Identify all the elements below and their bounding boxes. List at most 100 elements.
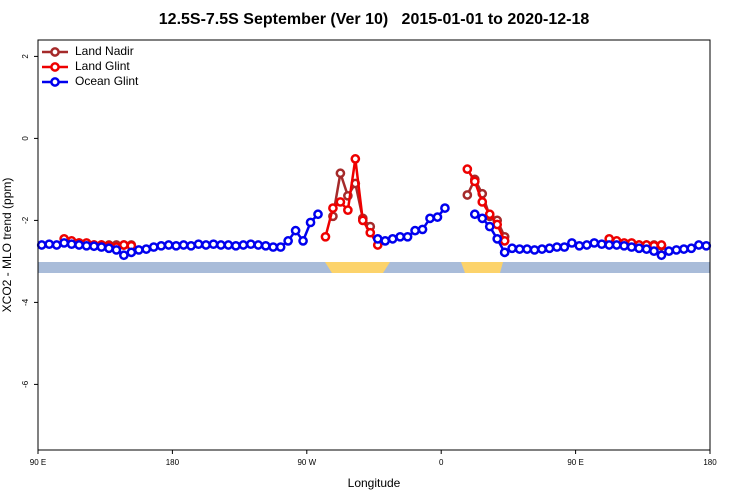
data-point [275,242,286,252]
data-point [313,209,323,220]
data-point [626,242,637,252]
data-point [51,240,62,250]
data-point [260,240,271,251]
data-point [387,234,398,244]
data-point [417,224,428,235]
data-point [514,244,525,254]
legend-label: Ocean Glint [75,74,139,88]
data-point [693,240,704,250]
data-point [641,244,652,254]
legend-marker [50,47,60,57]
data-point [96,242,107,252]
data-point [410,225,420,236]
y-axis-label: XCO2 - MLO trend (ppm) [0,178,14,313]
data-point [395,231,405,242]
data-point [36,240,47,250]
data-point [462,190,473,200]
data-point [81,240,92,251]
data-point [156,240,167,251]
x-tick-label: 180 [166,458,180,467]
legend-label: Land Nadir [75,44,134,58]
data-point [440,203,450,213]
data-point [432,212,443,222]
y-tick-label: -2 [21,216,30,224]
data-point [350,154,361,164]
data-point [686,243,697,254]
data-point [133,245,144,255]
data-point [507,243,517,254]
chart-title: 12.5S-7.5S September (Ver 10) 2015-01-01… [159,11,590,28]
data-point [74,240,84,250]
data-point [611,240,622,250]
data-point [298,236,308,246]
data-point [305,217,316,228]
data-point [141,244,152,254]
data-point [201,240,211,250]
data-point [171,240,181,251]
data-point [328,203,338,213]
data-point [380,236,391,246]
data-point [664,246,674,256]
data-point [529,245,540,255]
data-point [574,240,585,251]
legend-marker [50,62,60,72]
data-point [372,234,383,244]
data-point [111,245,122,255]
data-point [581,240,592,250]
data-point [238,240,249,250]
y-tick-label: -4 [21,298,30,306]
data-point [679,244,689,254]
data-point [335,197,346,207]
data-point [104,243,114,254]
land-mask-land [461,262,503,273]
data-point [477,213,488,224]
x-axis-label: Longitude [348,476,401,490]
data-point [343,205,353,215]
legend-marker [50,77,60,87]
x-tick-label: 90 E [30,458,46,467]
plot-frame [37,39,711,451]
data-point [522,244,532,254]
data-point [66,239,77,250]
data-point [596,239,607,250]
data-point [589,238,600,248]
data-point [283,236,293,246]
data-point [290,225,301,236]
data-point [178,240,189,250]
data-point [335,168,346,179]
data-point [671,245,682,255]
legend-label: Land Glint [75,59,130,73]
data-point [484,209,495,220]
data-point [268,242,279,252]
data-point [656,240,667,250]
data-point [537,244,547,254]
data-point [216,240,226,250]
series-line [63,158,662,249]
x-tick-label: 90 W [297,458,316,467]
data-point [484,221,495,232]
data-point [552,242,562,252]
data-point [544,243,555,254]
data-point [634,243,644,254]
data-point [604,240,615,250]
data-point [499,247,510,258]
x-tick-label: 180 [703,458,717,467]
data-point [163,240,174,250]
data-point [193,239,204,250]
data-point [44,239,55,250]
x-tick-label: 0 [439,458,444,467]
data-point [559,242,570,252]
data-point [320,231,331,242]
data-point [59,238,69,248]
data-point [462,164,473,174]
data-point [231,240,241,251]
x-tick-label: 90 E [567,458,583,467]
data-point [402,231,413,242]
data-point [425,213,435,224]
data-point [469,209,480,220]
plot-area [36,154,712,261]
data-point [89,241,99,252]
data-point [365,227,376,238]
y-tick-label: -6 [21,380,30,388]
